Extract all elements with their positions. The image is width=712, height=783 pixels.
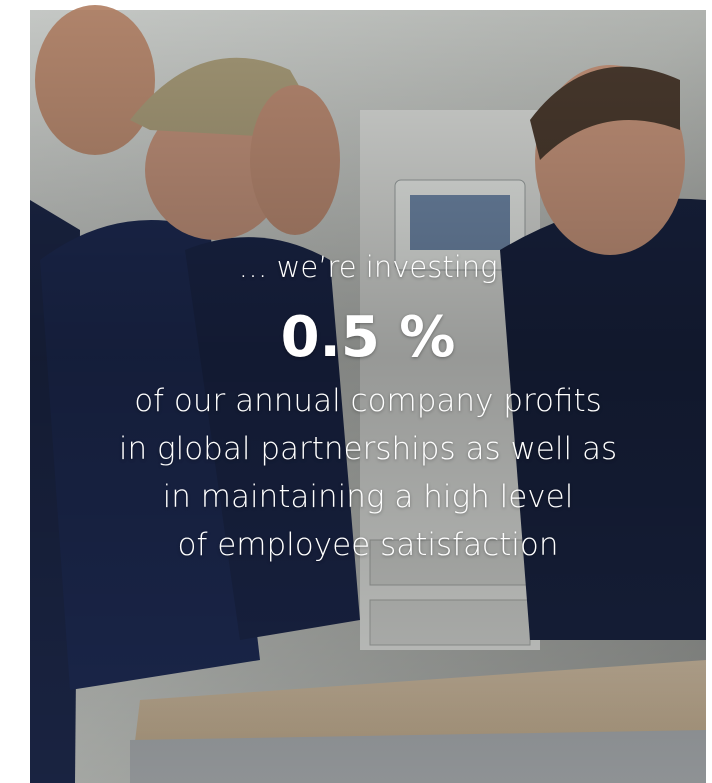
body-line: of our annual company profits (134, 383, 602, 419)
photo-shade (30, 10, 706, 783)
highlight-figure: 0.5 % (280, 305, 456, 370)
body-line: of employee satisfaction (177, 527, 559, 563)
body-line: in maintaining a high level (162, 479, 574, 515)
body-line: in global partnerships as well as (118, 431, 618, 467)
body-text: of our annual company profits in global p… (30, 377, 706, 569)
intro-text: … we’re investing (238, 250, 498, 284)
